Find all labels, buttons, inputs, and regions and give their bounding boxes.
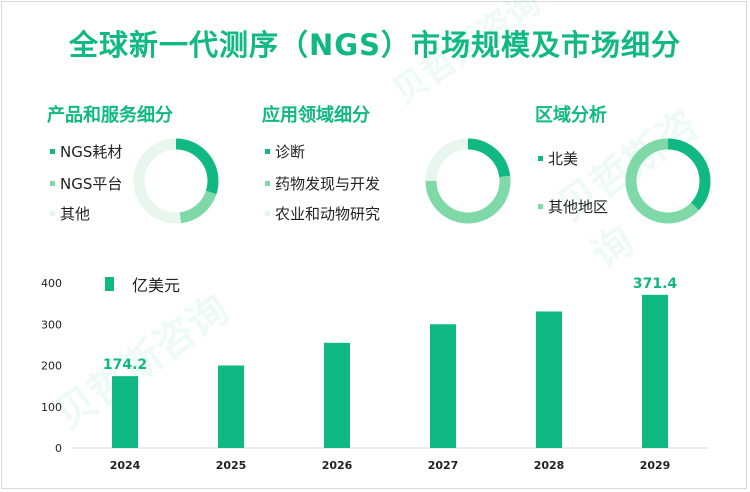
x-tick-label: 2027 [428,459,459,472]
bar-chart: 0 100 200 300 400 2024 174.2 2025 2026 2027 2028 20… [41,276,708,472]
legend-swatch [50,181,55,186]
bar-chart-legend: 亿美元 [105,272,180,296]
legend-label: NGS平台 [60,175,123,193]
y-tick-label: 300 [41,318,62,331]
legend-item: 药物发现与开发 [265,173,380,194]
x-tick-label: 2025 [216,459,247,472]
donut-chart-applications [425,138,511,224]
legend-item: 其他地区 [538,196,608,217]
x-tick-label: 2028 [534,459,565,472]
legend-item: 诊断 [265,141,305,162]
donut-slice [133,138,219,224]
legend-swatch [50,211,55,216]
legend-swatch [105,277,114,291]
legend-item: NGS平台 [50,173,122,194]
section-title-applications: 应用领域细分 [262,105,370,126]
legend-swatch [538,156,543,161]
donut-chart-regions [625,138,711,224]
legend-swatch [265,211,270,216]
bar-data-label: 174.2 [103,357,147,373]
legend-swatch [265,149,270,154]
y-tick-label: 0 [55,442,62,455]
donut-slice [425,138,511,224]
bar [218,365,244,448]
bar [642,294,668,448]
legend-swatch [50,149,55,154]
legend-label: NGS耗材 [60,143,123,161]
legend-label: 药物发现与开发 [275,175,381,193]
legend-label: 亿美元 [132,276,181,295]
y-tick-label: 400 [41,277,62,290]
legend-label: 其他地区 [548,198,609,216]
x-tick-label: 2024 [110,459,141,472]
y-tick-label: 200 [41,360,62,373]
legend-item: NGS耗材 [50,141,122,162]
legend-label: 农业和动物研究 [275,205,381,223]
legend-label: 北美 [548,150,579,168]
donut-chart-products [133,138,219,224]
section-title-regions: 区域分析 [535,105,607,126]
legend-label: 其他 [60,205,91,223]
bar [324,342,350,448]
x-tick-label: 2026 [322,459,353,472]
section-title-products: 产品和服务细分 [47,105,173,126]
chart-title: 全球新一代测序（NGS）市场规模及市场细分 [69,28,681,62]
legend-item: 农业和动物研究 [265,203,380,224]
x-tick-label: 2029 [640,459,671,472]
bar [112,376,138,448]
legend-label: 诊断 [275,143,306,161]
donut-slice [425,138,511,224]
legend-item: 北美 [538,148,578,169]
bar [430,324,456,448]
legend-item: 其他 [50,203,90,224]
bar [536,311,562,448]
legend-swatch [265,181,270,186]
bar-data-label: 371.4 [633,276,678,292]
donut-slice [625,138,711,224]
y-tick-label: 100 [41,401,62,414]
legend-swatch [538,204,543,209]
